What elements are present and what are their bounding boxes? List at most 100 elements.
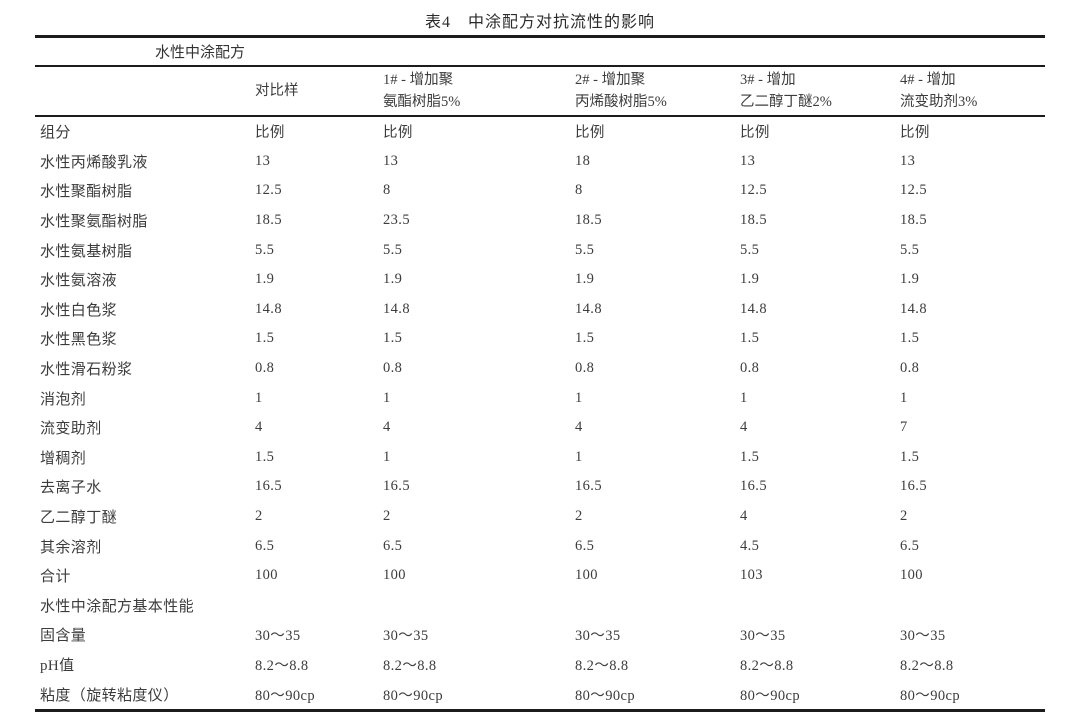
table-cell: 比例 [900, 125, 930, 142]
table-cell: 1.5 [575, 330, 595, 347]
table-cell: 18 [575, 152, 591, 169]
row-label: 水性滑石粉浆 [40, 362, 133, 379]
table-row: 水性聚氨酯树脂 18.5 23.5 18.5 18.5 18.5 [35, 206, 1045, 236]
table-cell: 8 [383, 182, 391, 199]
table-cell: 100 [255, 567, 278, 584]
table-cell: 2 [575, 508, 583, 525]
table-cell: 1.9 [740, 271, 760, 288]
table-cell: 16.5 [900, 478, 927, 495]
table-cell: 1.5 [740, 448, 760, 465]
table-body: 组分 比例 比例 比例 比例 比例 水性丙烯酸乳液 13 13 18 13 13 水性聚酯树脂 12.5 8… [35, 116, 1045, 710]
row-label: 水性黑色浆 [40, 332, 118, 349]
table-cell: 13 [740, 152, 756, 169]
table-row: 水性聚酯树脂 12.5 8 8 12.5 12.5 [35, 176, 1045, 206]
column-header-line2: 氨酯树脂5% [383, 94, 461, 110]
table-cell: 5.5 [900, 241, 920, 258]
table-cell: 1.5 [383, 330, 403, 347]
table-cell: 2 [383, 508, 391, 525]
table-header: 水性中涂配方 对比样 1# - 增加聚 氨酯树脂5% 2# - 增加聚 丙烯酸树脂5% 3… [35, 36, 1046, 117]
table-cell: 18.5 [255, 212, 282, 229]
table-cell: 6.5 [575, 537, 595, 554]
table-cell: 80～90cp [255, 687, 315, 704]
table-cell: 4 [255, 419, 263, 436]
table-cell: 2 [900, 508, 908, 525]
table-cell: 14.8 [575, 300, 602, 317]
row-label: pH值 [40, 657, 75, 674]
table-cell: 12.5 [900, 182, 927, 199]
group-header-label: 水性中涂配方 [35, 36, 1046, 67]
row-label: 水性聚酯树脂 [40, 184, 133, 201]
table-cell: 8.2～8.8 [575, 657, 629, 674]
table-cell: 16.5 [255, 478, 282, 495]
table-cell: 8.2～8.8 [900, 657, 954, 674]
table-cell: 13 [900, 152, 916, 169]
table-row: 去离子水 16.5 16.5 16.5 16.5 16.5 [35, 472, 1045, 502]
table-cell: 比例 [255, 125, 285, 142]
table-cell: 100 [383, 567, 406, 584]
column-header-cell: 2# - 增加聚 丙烯酸树脂5% [575, 66, 740, 117]
table-cell: 1.5 [900, 448, 920, 465]
column-header-cell: 1# - 增加聚 氨酯树脂5% [383, 66, 575, 117]
table-cell [900, 591, 1045, 621]
table-title: 表4 中涂配方对抗流性的影响 [424, 14, 655, 31]
table-cell: 0.8 [575, 360, 595, 377]
table-cell: 4 [383, 419, 391, 436]
row-label: 水性丙烯酸乳液 [40, 154, 148, 171]
table-cell: 13 [383, 152, 399, 169]
table-row: 乙二醇丁醚 2 2 2 4 2 [35, 502, 1045, 532]
table-cell: 30～35 [383, 628, 429, 645]
table-cell: 1 [900, 389, 908, 406]
table-cell: 12.5 [740, 182, 767, 199]
table-cell: 30～35 [255, 628, 301, 645]
table-cell: 8.2～8.8 [255, 657, 309, 674]
column-header-cell: 3# - 增加 乙二醇丁醚2% [740, 66, 900, 117]
table-cell: 4 [740, 419, 748, 436]
table-row: 水性黑色浆 1.5 1.5 1.5 1.5 1.5 [35, 324, 1045, 354]
column-header-row: 对比样 1# - 增加聚 氨酯树脂5% 2# - 增加聚 丙烯酸树脂5% 3# - 增加乙… [35, 66, 1046, 117]
table-cell: 23.5 [383, 212, 410, 229]
table-cell: 1.5 [900, 330, 920, 347]
row-label: 去离子水 [40, 480, 102, 497]
table-cell: 80～90cp [740, 687, 800, 704]
table-cell: 8 [575, 182, 583, 199]
table-cell: 18.5 [740, 212, 767, 229]
table-row: 合计 100 100 100 103 100 [35, 561, 1045, 591]
table-cell: 1 [575, 448, 583, 465]
table-row: 消泡剂 1 1 1 1 1 [35, 383, 1045, 413]
table-cell: 1 [740, 389, 748, 406]
table-cell: 100 [900, 567, 923, 584]
table-cell [255, 591, 383, 621]
table-cell: 6.5 [383, 537, 403, 554]
row-label: 水性聚氨酯树脂 [40, 214, 148, 231]
table-cell: 2 [255, 508, 263, 525]
table-cell: 16.5 [383, 478, 410, 495]
table-row: 其余溶剂 6.5 6.5 6.5 4.5 6.5 [35, 531, 1045, 561]
table-row: pH值 8.2～8.8 8.2～8.8 8.2～8.8 8.2～8.8 8.2～8.8 [35, 650, 1045, 680]
table-cell: 18.5 [900, 212, 927, 229]
table-cell: 0.8 [740, 360, 760, 377]
column-header-line1: 1# - 增加聚 [383, 72, 454, 88]
table-cell: 比例 [740, 125, 770, 142]
column-header-line2: 流变助剂3% [900, 94, 978, 110]
table-cell: 12.5 [255, 182, 282, 199]
table-cell: 0.8 [255, 360, 275, 377]
row-label: 固含量 [40, 628, 87, 645]
table-cell: 4.5 [740, 537, 760, 554]
table-cell: 14.8 [255, 300, 282, 317]
table-cell: 18.5 [575, 212, 602, 229]
table-cell: 4 [575, 419, 583, 436]
table-cell: 6.5 [255, 537, 275, 554]
table-cell: 13 [255, 152, 271, 169]
table-cell: 1 [575, 389, 583, 406]
table-cell: 1 [383, 389, 391, 406]
table-cell: 1.5 [255, 330, 275, 347]
table-cell: 14.8 [900, 300, 927, 317]
table-cell: 1.5 [740, 330, 760, 347]
column-header-line2: 乙二醇丁醚2% [740, 94, 832, 110]
table-cell: 30～35 [900, 628, 946, 645]
table-cell: 5.5 [575, 241, 595, 258]
column-header-line1: 4# - 增加 [900, 72, 956, 88]
row-label: 水性白色浆 [40, 302, 118, 319]
table-row: 增稠剂 1.5 1 1 1.5 1.5 [35, 443, 1045, 473]
